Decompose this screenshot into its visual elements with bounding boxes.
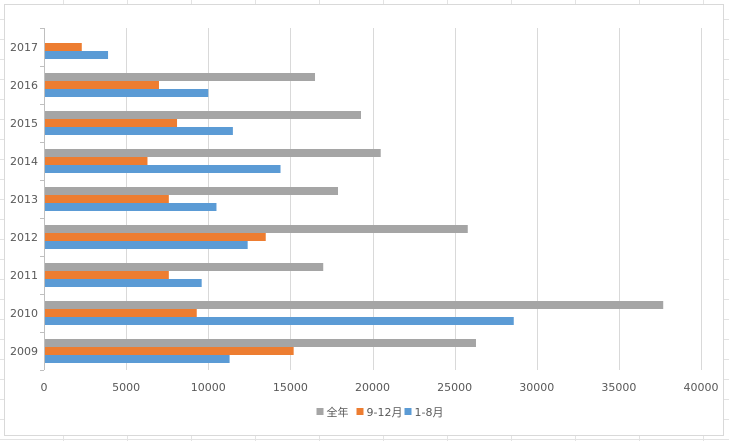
legend-label: 全年 bbox=[327, 405, 349, 419]
bar bbox=[45, 263, 324, 271]
legend-swatch bbox=[316, 408, 324, 415]
x-tick-label: 40000 bbox=[684, 381, 719, 394]
bar bbox=[45, 241, 248, 249]
y-tick-label: 2011 bbox=[10, 269, 38, 282]
x-tick-label: 10000 bbox=[191, 381, 226, 394]
bar bbox=[45, 43, 82, 51]
bar bbox=[45, 301, 664, 309]
legend: 全年 9-12月 1-8月 bbox=[316, 405, 444, 419]
x-tick-label: 15000 bbox=[273, 381, 308, 394]
y-tick-label: 2017 bbox=[10, 41, 38, 54]
x-tick-label: 30000 bbox=[519, 381, 554, 394]
bar bbox=[45, 89, 209, 97]
bar bbox=[45, 165, 281, 173]
y-tick-label: 2009 bbox=[10, 345, 38, 358]
y-tick-label: 2014 bbox=[10, 155, 38, 168]
x-tick-label: 5000 bbox=[112, 381, 140, 394]
bar bbox=[45, 347, 294, 355]
y-tick-label: 2010 bbox=[10, 307, 38, 320]
bar bbox=[45, 317, 514, 325]
bar bbox=[45, 203, 217, 211]
bar bbox=[45, 81, 159, 89]
bar bbox=[45, 187, 339, 195]
bar bbox=[45, 119, 178, 127]
x-tick-label: 25000 bbox=[437, 381, 472, 394]
bar bbox=[45, 279, 202, 287]
y-tick-label: 2016 bbox=[10, 79, 38, 92]
y-tick-label: 2012 bbox=[10, 231, 38, 244]
value-axis: 0 5000 10000 15000 20000 25000 30000 35000 40000 bbox=[41, 381, 719, 394]
x-tick-label: 20000 bbox=[355, 381, 390, 394]
legend-label: 9-12月 bbox=[367, 406, 403, 419]
bar bbox=[45, 51, 109, 59]
legend-swatch bbox=[404, 408, 412, 415]
bar bbox=[45, 111, 362, 119]
bar bbox=[45, 73, 316, 81]
y-tick-label: 2013 bbox=[10, 193, 38, 206]
bar bbox=[45, 195, 169, 203]
legend-swatch bbox=[356, 408, 364, 415]
bar bbox=[45, 157, 148, 165]
bars bbox=[45, 43, 664, 363]
x-tick-label: 35000 bbox=[601, 381, 636, 394]
bar bbox=[45, 225, 468, 233]
bar bbox=[45, 233, 266, 241]
y-tick-label: 2015 bbox=[10, 117, 38, 130]
category-axis: 2009 2010 2011 2012 2013 2014 2015 2016 2017 bbox=[10, 28, 45, 371]
bar bbox=[45, 149, 381, 157]
bar bbox=[45, 127, 233, 135]
bar bbox=[45, 355, 230, 363]
x-tick-label: 0 bbox=[41, 381, 48, 394]
legend-label: 1-8月 bbox=[415, 406, 444, 419]
bar bbox=[45, 309, 197, 317]
bar bbox=[45, 271, 169, 279]
bar bbox=[45, 339, 476, 347]
